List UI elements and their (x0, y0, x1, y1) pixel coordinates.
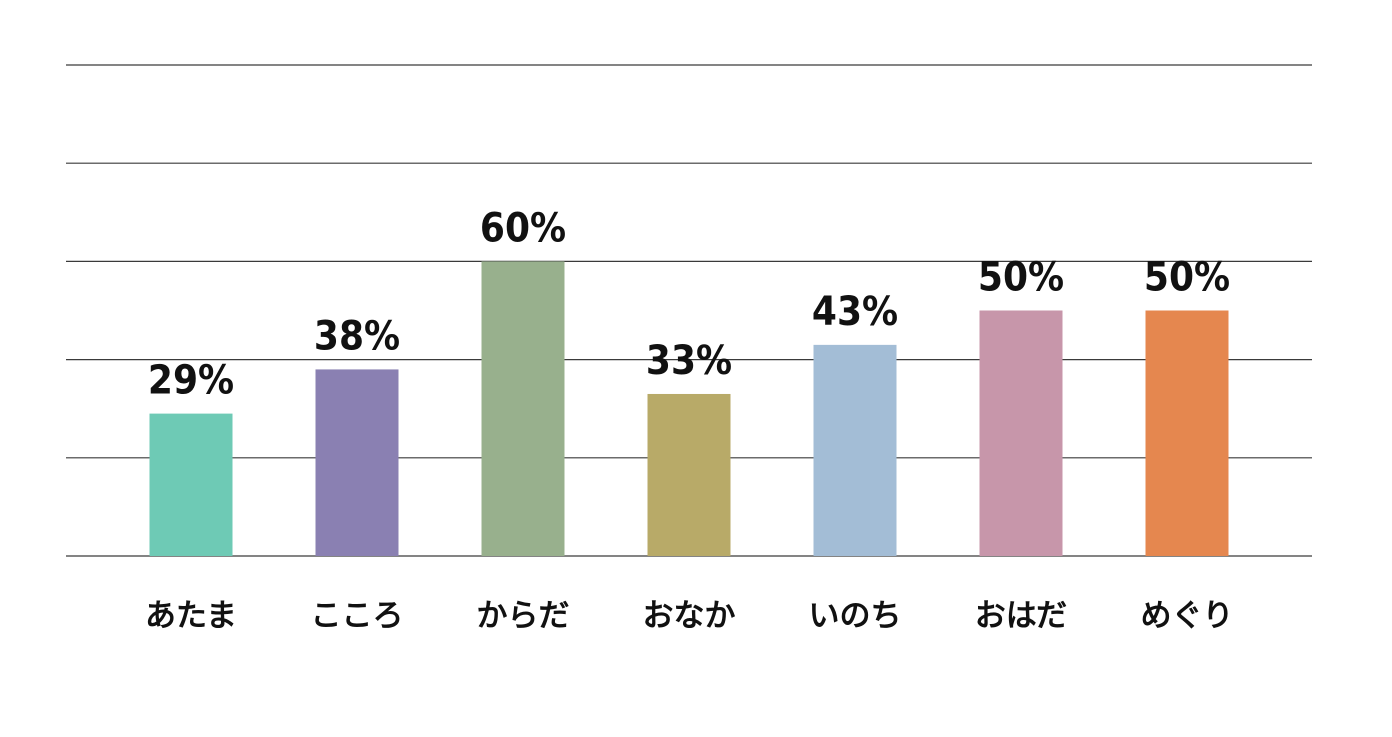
category-label-7: めぐり (1141, 598, 1234, 634)
value-label-7: 50% (1144, 255, 1230, 301)
value-label-5: 43% (812, 289, 898, 335)
bar-4 (647, 393, 731, 556)
category-label-3: からだ (477, 598, 570, 634)
category-label-4: おなか (643, 598, 736, 634)
value-label-6: 50% (978, 255, 1064, 301)
gridlines (66, 64, 1312, 557)
bars (149, 261, 1229, 556)
value-label-4: 33% (646, 338, 732, 384)
value-label-3: 60% (480, 205, 566, 251)
value-label-1: 29% (148, 358, 234, 404)
category-label-1: あたま (145, 598, 237, 634)
category-labels: あたま こころ からだ おなか いのち おはだ めぐり (145, 598, 1234, 634)
category-label-6: おはだ (975, 598, 1067, 634)
value-labels: 29% 38% 60% 33% 43% 50% 50% (148, 205, 1230, 403)
bar-3 (481, 261, 565, 556)
category-label-5: いのち (809, 598, 902, 634)
bar-5 (813, 344, 897, 556)
bar-7 (1145, 310, 1229, 556)
bar-2 (315, 369, 399, 556)
bar-1 (149, 413, 233, 556)
bar-6 (979, 310, 1063, 556)
value-label-2: 38% (314, 313, 400, 359)
category-label-2: こころ (311, 598, 404, 634)
